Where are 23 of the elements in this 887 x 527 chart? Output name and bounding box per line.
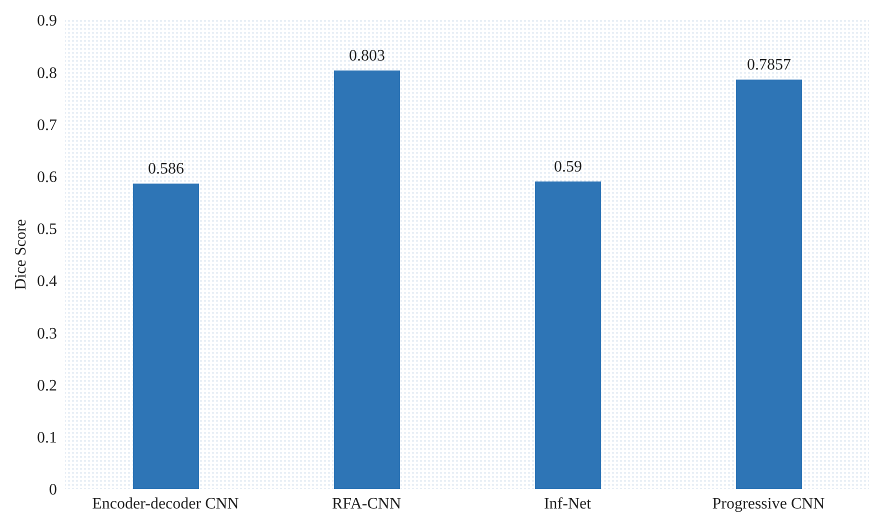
x-tick-label: RFA-CNN	[332, 495, 402, 512]
data-label: 0.59	[554, 158, 582, 176]
y-tick-label: 0.1	[37, 430, 57, 447]
y-tick-label: 0.3	[37, 325, 57, 342]
bar	[535, 182, 601, 489]
bar	[133, 184, 199, 489]
data-label: 0.803	[349, 48, 385, 65]
y-axis-title: Dice Score	[12, 219, 30, 290]
x-tick-label: Progressive CNN	[712, 495, 826, 512]
y-tick-label: 0.8	[37, 64, 57, 82]
y-tick-label: 0.9	[37, 12, 57, 30]
bar	[736, 80, 802, 489]
data-label: 0.586	[148, 160, 184, 178]
x-tick-label: Encoder-decoder CNN	[92, 495, 240, 512]
y-tick-label: 0.4	[37, 273, 57, 290]
data-label: 0.7857	[747, 56, 791, 74]
y-tick-label: 0.2	[37, 377, 57, 394]
x-tick-label: Inf-Net	[544, 495, 592, 512]
y-tick-label: 0	[49, 482, 57, 499]
bar	[334, 70, 400, 489]
y-tick-label: 0.5	[37, 221, 57, 238]
y-tick-label: 0.7	[37, 116, 57, 134]
y-tick-label: 0.6	[37, 169, 57, 186]
